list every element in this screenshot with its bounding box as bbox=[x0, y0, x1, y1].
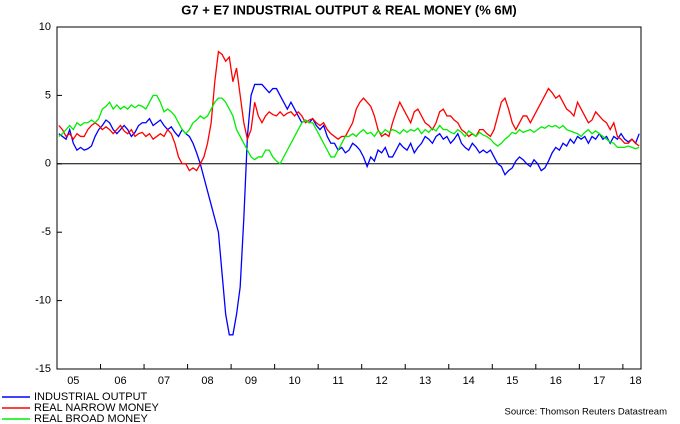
x-tick-label: 09 bbox=[245, 375, 257, 387]
chart-title: G7 + E7 INDUSTRIAL OUTPUT & REAL MONEY (… bbox=[181, 2, 517, 17]
series-line bbox=[58, 83, 640, 336]
x-tick-label: 14 bbox=[463, 375, 475, 387]
x-tick-label: 07 bbox=[158, 375, 170, 387]
y-tick-label: 10 bbox=[39, 21, 51, 33]
series-line bbox=[58, 50, 640, 172]
y-tick-label: -15 bbox=[35, 363, 51, 375]
x-tick-label: 16 bbox=[550, 375, 562, 387]
legend-label: REAL NARROW MONEY bbox=[34, 402, 160, 414]
y-tick-label: 0 bbox=[45, 158, 51, 170]
y-tick-label: -10 bbox=[35, 295, 51, 307]
plot-frame bbox=[56, 26, 642, 370]
x-tick-label: 15 bbox=[506, 375, 518, 387]
x-tick-label: 13 bbox=[419, 375, 431, 387]
x-tick-label: 12 bbox=[376, 375, 388, 387]
y-tick-label: 5 bbox=[45, 89, 51, 101]
x-tick-label: 06 bbox=[114, 375, 126, 387]
x-tick-label: 18 bbox=[629, 375, 641, 387]
x-tick-label: 17 bbox=[593, 375, 605, 387]
x-tick-label: 10 bbox=[288, 375, 300, 387]
series-line bbox=[58, 94, 640, 165]
y-tick-label: -5 bbox=[41, 226, 51, 238]
legend-label: INDUSTRIAL OUTPUT bbox=[34, 391, 148, 403]
source-note: Source: Thomson Reuters Datastream bbox=[505, 407, 668, 418]
x-tick-label: 05 bbox=[67, 375, 79, 387]
x-tick-label: 11 bbox=[332, 375, 343, 387]
x-tick-label: 08 bbox=[201, 375, 213, 387]
legend-label: REAL BROAD MONEY bbox=[34, 413, 149, 424]
